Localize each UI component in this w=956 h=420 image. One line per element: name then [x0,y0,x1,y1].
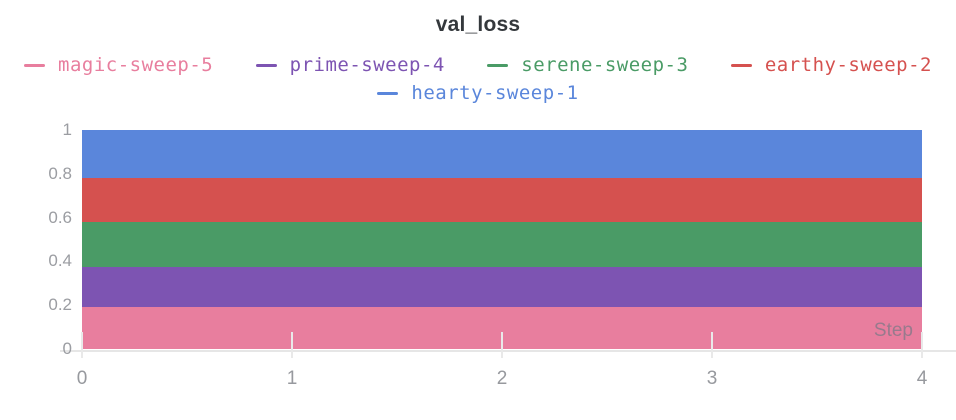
x-tick-label: 2 [496,368,508,389]
legend-item-serene-sweep-3[interactable]: serene-sweep-3 [487,54,688,76]
legend-label: serene-sweep-3 [521,54,689,76]
legend-row-1: magic-sweep-5 prime-sweep-4 serene-sweep-3… [24,52,932,78]
x-tick-mark [291,332,293,358]
x-tick-label: 1 [286,368,298,389]
legend-label: hearty-sweep-1 [411,82,579,104]
legend-row-2: hearty-sweep-1 [24,80,932,106]
chart-title: val_loss [435,13,521,36]
x-tick-mark [81,332,83,358]
x-tick-mark [921,332,923,358]
x-tick-label: 0 [76,368,88,389]
x-tick-label: 4 [916,368,928,389]
x-axis-title: Step [873,320,913,341]
x-tick-mark [711,332,713,358]
legend-label: earthy-sweep-2 [764,54,932,76]
legend-label: prime-sweep-4 [289,54,445,76]
x-axis-labels: 0 1 2 3 4 [77,366,928,392]
x-tick-mark [501,332,503,358]
legend-dash-icon [24,63,45,67]
y-tick-label: 0.4 [48,251,72,271]
legend-dash-icon [255,63,277,67]
legend: magic-sweep-5 prime-sweep-4 serene-sweep-3… [24,52,932,106]
y-tick-label: 0.6 [48,207,72,227]
legend-item-prime-sweep-4[interactable]: prime-sweep-4 [255,54,445,76]
band-hearty-sweep-1 [82,130,922,179]
legend-item-magic-sweep-5[interactable]: magic-sweep-5 [24,54,213,76]
legend-label: magic-sweep-5 [58,54,214,76]
y-tick-label: 1 [62,120,72,139]
x-tick-label: 3 [706,368,718,389]
legend-dash-icon [487,63,509,67]
y-axis-labels: 0 0.2 0.4 0.6 0.8 1 [0,120,72,358]
legend-dash-icon [730,63,752,67]
legend-item-hearty-sweep-1[interactable]: hearty-sweep-1 [377,82,578,104]
x-tick-marks [81,332,923,358]
legend-dash-icon [377,91,399,95]
x-axis-line [60,350,956,352]
band-earthy-sweep-2 [82,178,922,222]
band-serene-sweep-3 [82,221,922,267]
y-tick-label: 0.8 [48,163,72,183]
y-tick-label: 0.2 [48,295,72,315]
y-tick-label: 0 [62,339,72,358]
plot-area[interactable] [82,130,922,349]
band-prime-sweep-4 [82,266,922,308]
legend-item-earthy-sweep-2[interactable]: earthy-sweep-2 [730,54,932,76]
